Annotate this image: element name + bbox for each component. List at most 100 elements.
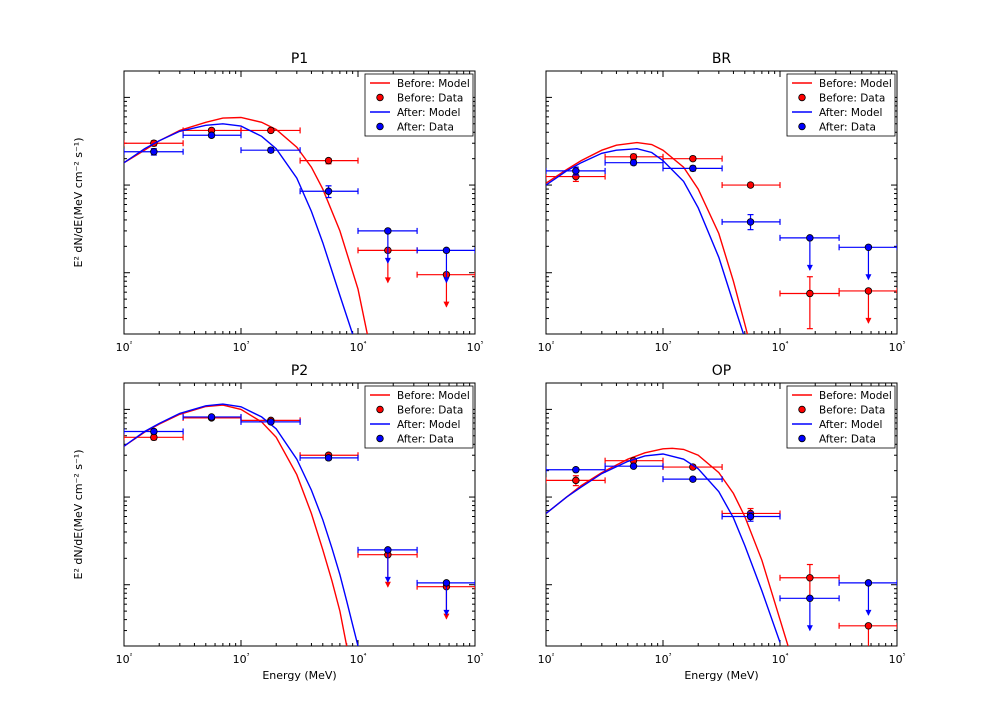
y-axis-label: E² dN/dE(MeV cm⁻² s⁻¹) <box>72 138 85 268</box>
chart-title: BR <box>712 51 732 67</box>
data-point <box>689 164 697 173</box>
legend: Before: Model Before: Data After: Model Aft… <box>786 385 896 449</box>
data-point <box>864 622 873 630</box>
legend-marker-swatch <box>376 434 384 443</box>
legend-marker-swatch <box>798 405 806 414</box>
legend-label: After: Data <box>819 434 876 446</box>
model-line <box>124 403 359 646</box>
x-axis-label: Energy (MeV) <box>684 669 758 682</box>
data-point <box>806 289 814 298</box>
y-tick-label: 10-⁴ <box>90 0 110 3</box>
legend-label: After: Data <box>397 122 454 134</box>
y-tick-label: 10-⁴ <box>512 0 532 3</box>
data-point <box>689 475 697 483</box>
data-layer <box>546 447 897 646</box>
x-tick-label: 10² <box>116 340 133 354</box>
data-point <box>864 243 873 251</box>
legend-label: Before: Model <box>397 78 470 90</box>
model-line <box>124 123 354 334</box>
legend-label: Before: Data <box>819 93 885 105</box>
upper-limit-arrowhead <box>384 277 391 284</box>
upper-limit-arrowhead <box>806 264 813 271</box>
data-point <box>324 187 333 195</box>
legend-marker-swatch <box>376 405 384 414</box>
y-tick-label: 10-⁶ <box>512 0 532 3</box>
upper-limit-arrowhead <box>384 581 391 588</box>
data-point <box>746 512 755 521</box>
data-point <box>267 146 275 154</box>
data-point <box>207 413 216 421</box>
legend-label: After: Model <box>397 107 460 119</box>
legend: Before: Model Before: Data After: Model Aft… <box>364 385 474 449</box>
data-point <box>442 246 451 255</box>
legend-label: Before: Model <box>819 390 892 402</box>
data-point <box>864 579 873 587</box>
upper-limit-arrowhead <box>384 257 391 264</box>
upper-limit-arrowhead <box>443 301 450 308</box>
x-tick-label: 10³ <box>233 340 250 354</box>
legend-marker-swatch <box>798 434 806 443</box>
legend-label: Before: Model <box>397 390 470 402</box>
x-tick-label: 10⁵ <box>467 340 484 354</box>
x-tick-label: 10⁴ <box>772 340 789 354</box>
chart-title: P1 <box>291 51 308 67</box>
data-layer <box>124 116 475 334</box>
legend-marker-swatch <box>798 122 806 131</box>
upper-limit-arrowhead <box>443 609 450 616</box>
data-point <box>324 454 333 462</box>
legend-label: After: Model <box>397 419 460 431</box>
data-point <box>572 476 580 485</box>
data-point <box>806 574 814 582</box>
x-tick-label: 10² <box>538 652 555 666</box>
upper-limit-arrowhead <box>865 317 872 324</box>
y-tick-label: 10-⁴ <box>90 0 110 3</box>
legend: Before: Model Before: Data After: Model Aft… <box>786 73 896 137</box>
model-line <box>546 141 749 334</box>
x-tick-label: 10³ <box>233 652 250 666</box>
model-line <box>546 453 781 643</box>
x-tick-label: 10⁴ <box>350 652 367 666</box>
data-layer <box>546 141 897 334</box>
upper-limit-arrowhead <box>806 625 813 632</box>
data-point <box>806 594 814 603</box>
y-tick-label: 10-⁶ <box>90 0 110 3</box>
legend-label: After: Data <box>397 434 454 446</box>
upper-limit-arrowhead <box>865 609 872 616</box>
panel-br: BR10²10³10⁴10⁵10-⁶10-⁵10-⁴Before: ModelB… <box>512 0 905 354</box>
legend-marker-swatch <box>376 122 384 131</box>
x-tick-label: 10⁴ <box>350 340 367 354</box>
chart-title: OP <box>712 363 731 379</box>
data-point <box>806 234 814 242</box>
data-point <box>384 227 392 235</box>
y-tick-label: 10-⁵ <box>512 0 532 3</box>
panel-op: OP 10² 10³ 10⁴ 10⁵ 10-⁶10-⁵10-⁴ Energy (MeV) Be… <box>512 0 905 682</box>
legend-label: Before: Model <box>819 78 892 90</box>
data-point <box>864 287 873 295</box>
data-layer <box>124 403 475 646</box>
data-point <box>324 156 333 165</box>
data-point <box>689 154 697 163</box>
y-tick-label: 10-⁶ <box>512 0 532 3</box>
legend-label: Before: Data <box>397 93 463 105</box>
x-tick-label: 10⁴ <box>772 652 789 666</box>
data-point <box>384 546 392 554</box>
chart-title: P2 <box>291 363 308 379</box>
y-tick-label: 10-⁵ <box>512 0 532 3</box>
panel-p1: P1 10² 10³ 10⁴ 10⁵ 10-⁶10-⁵10-⁴ E² dN/dE(MeV c… <box>72 0 484 354</box>
data-point <box>572 167 580 175</box>
legend-label: Before: Data <box>397 405 463 417</box>
y-tick-label: 10-⁶ <box>90 0 110 3</box>
upper-limit-arrowhead <box>443 277 450 284</box>
x-tick-label: 10⁵ <box>889 340 906 354</box>
data-point <box>442 579 451 587</box>
data-point <box>150 427 158 436</box>
legend-label: After: Data <box>819 122 876 134</box>
x-axis-label: Energy (MeV) <box>262 669 336 682</box>
panel-p2: P2 10² 10³ 10⁴ 10⁵ 10-⁶10-⁵10-⁴ Energy (MeV) E²… <box>72 0 484 682</box>
legend-marker-swatch <box>798 93 806 102</box>
upper-limit-arrowhead <box>443 613 450 620</box>
x-tick-label: 10² <box>116 652 133 666</box>
x-tick-label: 10³ <box>655 652 672 666</box>
y-tick-label: 10-⁴ <box>512 0 532 3</box>
